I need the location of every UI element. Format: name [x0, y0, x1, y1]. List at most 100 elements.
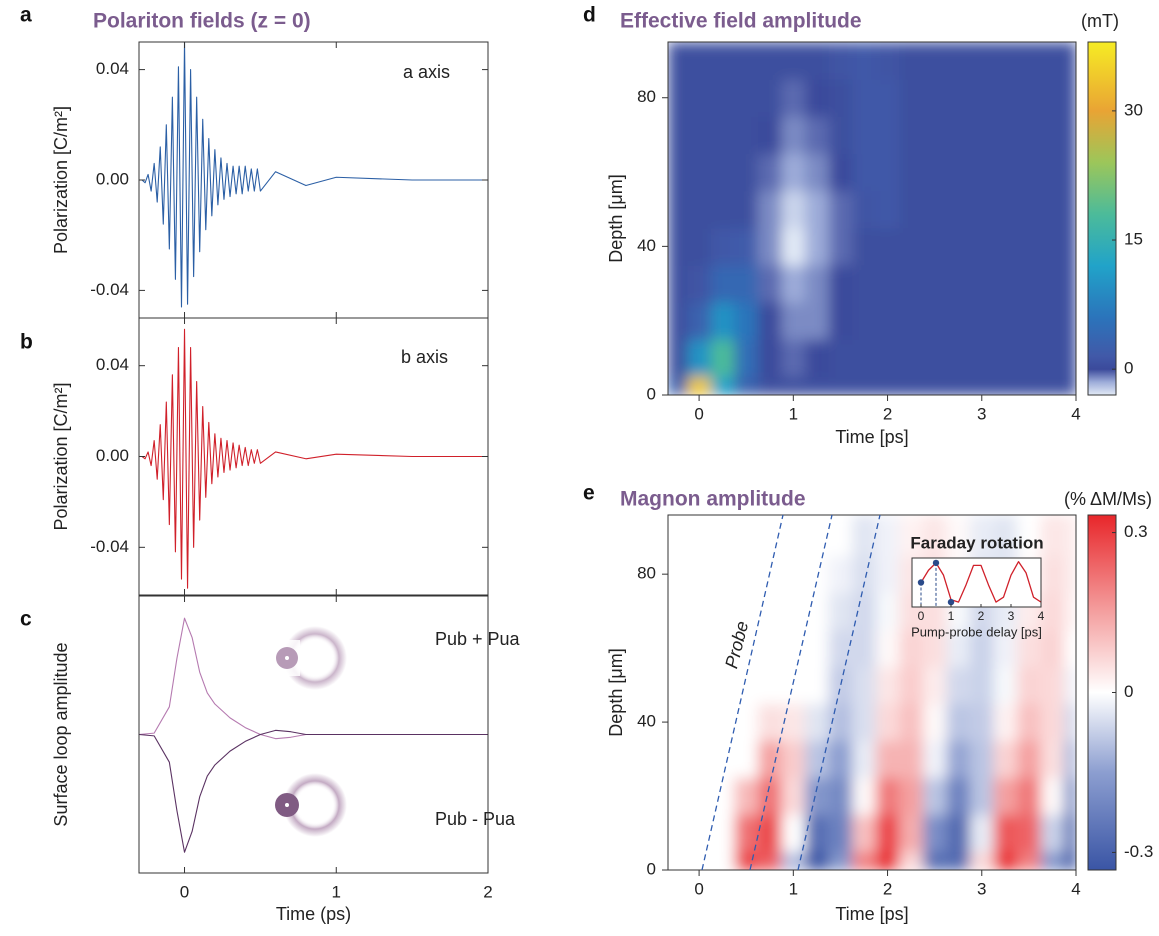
heatmap-cell	[1040, 851, 1065, 870]
heatmap-cell	[993, 190, 1018, 229]
heatmap-cell	[781, 814, 806, 853]
heatmap-cell	[828, 629, 853, 668]
heatmap-cell	[734, 592, 759, 631]
x-axis-label: Pump-probe delay [ps]	[911, 624, 1042, 639]
heatmap-cell	[828, 555, 853, 594]
heatmap-cell	[805, 555, 830, 594]
heatmap-cell	[1040, 153, 1065, 192]
heatmap-cell	[781, 153, 806, 192]
heatmap-cell	[757, 190, 783, 229]
heatmap-cell	[875, 190, 900, 229]
heatmap-cell	[993, 376, 1018, 395]
x-tick-label: 3	[1008, 609, 1015, 623]
heatmap-cell	[781, 79, 806, 117]
point	[917, 579, 925, 586]
heatmap-cell	[1064, 515, 1076, 557]
heatmap-cell	[1040, 777, 1065, 816]
heatmap-cell	[734, 153, 759, 192]
colorbar	[1087, 41, 1117, 396]
x-tick-label: 0	[918, 609, 925, 623]
heatmap-cell	[993, 629, 1018, 668]
ring-dot-center	[285, 656, 289, 660]
heatmap-cell	[757, 116, 783, 155]
plot-frame	[911, 557, 1042, 608]
panel-letter: d	[583, 4, 596, 27]
heatmap-cell	[1017, 515, 1042, 557]
heatmap-cell	[922, 339, 948, 378]
y-axis-label: Polarization [C/m²]	[51, 382, 71, 530]
y-tick-label: -0.04	[90, 280, 129, 299]
heatmap-cell	[993, 302, 1018, 340]
plot-frame	[667, 41, 1077, 396]
heatmap-cell	[969, 264, 995, 303]
heatmap-cell	[1017, 339, 1042, 378]
x-tick-label: 1	[948, 609, 955, 623]
x-tick-label: 4	[1071, 404, 1080, 423]
heatmap-cell	[875, 339, 900, 378]
heatmap-cell	[805, 264, 830, 303]
y-tick-label: 80	[637, 564, 656, 583]
heatmap-cell	[687, 302, 712, 340]
heatmap-cell	[781, 116, 806, 155]
probe-line	[749, 514, 833, 871]
heatmap-cell	[1017, 703, 1042, 742]
heatmap-cell	[781, 851, 806, 870]
heatmap-cell	[969, 79, 995, 117]
heatmap-cell	[1064, 555, 1076, 594]
ring	[283, 773, 347, 837]
x-tick-label: 1	[332, 882, 341, 901]
heatmap-cell	[993, 42, 1018, 80]
heatmap-cell	[875, 740, 900, 779]
y-tick-label: 80	[637, 87, 656, 106]
heatmap-cell	[1064, 666, 1076, 705]
heatmap-cell	[899, 116, 924, 155]
heatmap-cell	[1040, 555, 1065, 594]
heatmap-cell	[687, 227, 712, 266]
heatmap-cell	[946, 227, 971, 266]
probe-line	[701, 514, 784, 871]
heatmap-cell	[828, 153, 853, 192]
inset-title: Faraday rotation	[910, 533, 1043, 552]
heatmap-cell	[1040, 339, 1065, 378]
heatmap-cell	[781, 376, 806, 395]
x-tick-label: 0	[694, 404, 703, 423]
heatmap-cell	[805, 153, 830, 192]
heatmap-cell	[899, 666, 924, 705]
heatmap-cell	[687, 555, 712, 594]
colorbar-label: (% ΔM/Ms)	[1064, 489, 1152, 509]
heatmap-cell	[781, 302, 806, 340]
heatmap-cell	[969, 703, 995, 742]
probe-line	[797, 514, 881, 871]
heatmap-cell	[946, 264, 971, 303]
heatmap-cell	[757, 302, 783, 340]
lines	[920, 561, 1041, 603]
heatmap-cell	[899, 515, 924, 557]
heatmap-cell	[828, 302, 853, 340]
heatmap-cell	[875, 777, 900, 816]
heatmap-cell	[899, 264, 924, 303]
heatmap-cell	[922, 777, 948, 816]
heatmap-cell	[805, 42, 830, 80]
heatmap-cell	[687, 592, 712, 631]
heatmap-cell	[969, 302, 995, 340]
heatmap-cell	[1040, 666, 1065, 705]
heatmap-cell	[899, 190, 924, 229]
heatmap-cell	[687, 629, 712, 668]
heatmap-cell	[899, 42, 924, 80]
heatmap-cell	[668, 515, 688, 557]
heatmap-cell	[969, 666, 995, 705]
heatmap-cell	[852, 116, 877, 155]
legend-label: Pub + Pua	[435, 629, 521, 649]
heatmap-cell	[946, 851, 971, 870]
heatmap-cell	[969, 740, 995, 779]
heatmap-cell	[946, 153, 971, 192]
heatmap-cell	[969, 814, 995, 853]
heatmap-cell	[734, 79, 759, 117]
heatmap-cell	[899, 153, 924, 192]
heatmap-cell	[899, 629, 924, 668]
heatmap-cell	[805, 666, 830, 705]
heatmap-cell	[946, 666, 971, 705]
panel-title: Magnon amplitude	[620, 488, 806, 511]
point	[947, 598, 955, 606]
